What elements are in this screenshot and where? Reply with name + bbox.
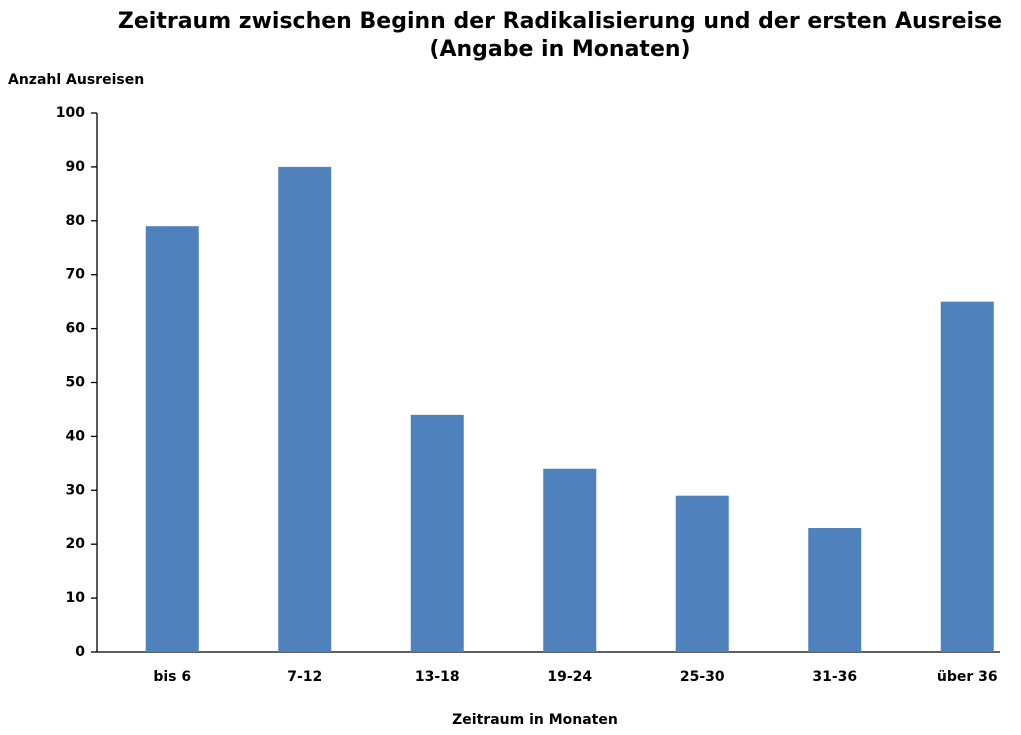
bar bbox=[940, 301, 994, 652]
bar bbox=[410, 414, 464, 652]
x-tick-label: 7-12 bbox=[287, 669, 322, 685]
y-tick-label: 30 bbox=[66, 482, 86, 498]
y-tick-label: 90 bbox=[66, 159, 86, 175]
y-axis-label: Anzahl Ausreisen bbox=[8, 72, 144, 88]
x-tick-label: 19-24 bbox=[547, 669, 592, 685]
x-tick-label: 25-30 bbox=[680, 669, 725, 685]
bar bbox=[808, 528, 862, 652]
x-axis-label: Zeitraum in Monaten bbox=[452, 712, 618, 728]
y-tick-label: 70 bbox=[66, 267, 86, 283]
bar bbox=[278, 166, 332, 652]
y-tick-label: 60 bbox=[66, 321, 86, 337]
chart-title: (Angabe in Monaten) bbox=[429, 37, 690, 62]
y-tick-label: 20 bbox=[66, 536, 86, 552]
chart-title: Zeitraum zwischen Beginn der Radikalisie… bbox=[118, 9, 1002, 34]
bar bbox=[675, 495, 729, 652]
y-tick-label: 40 bbox=[66, 428, 86, 444]
bar bbox=[543, 468, 597, 652]
y-tick-label: 0 bbox=[75, 644, 85, 660]
y-tick-label: 80 bbox=[66, 213, 86, 229]
x-tick-label: 13-18 bbox=[415, 669, 460, 685]
y-tick-label: 50 bbox=[66, 375, 86, 391]
x-tick-label: bis 6 bbox=[153, 669, 191, 685]
y-tick-label: 10 bbox=[66, 590, 86, 606]
bar bbox=[145, 226, 199, 652]
x-tick-label: 31-36 bbox=[812, 669, 857, 685]
x-tick-label: über 36 bbox=[937, 669, 998, 685]
y-tick-label: 100 bbox=[56, 105, 85, 121]
